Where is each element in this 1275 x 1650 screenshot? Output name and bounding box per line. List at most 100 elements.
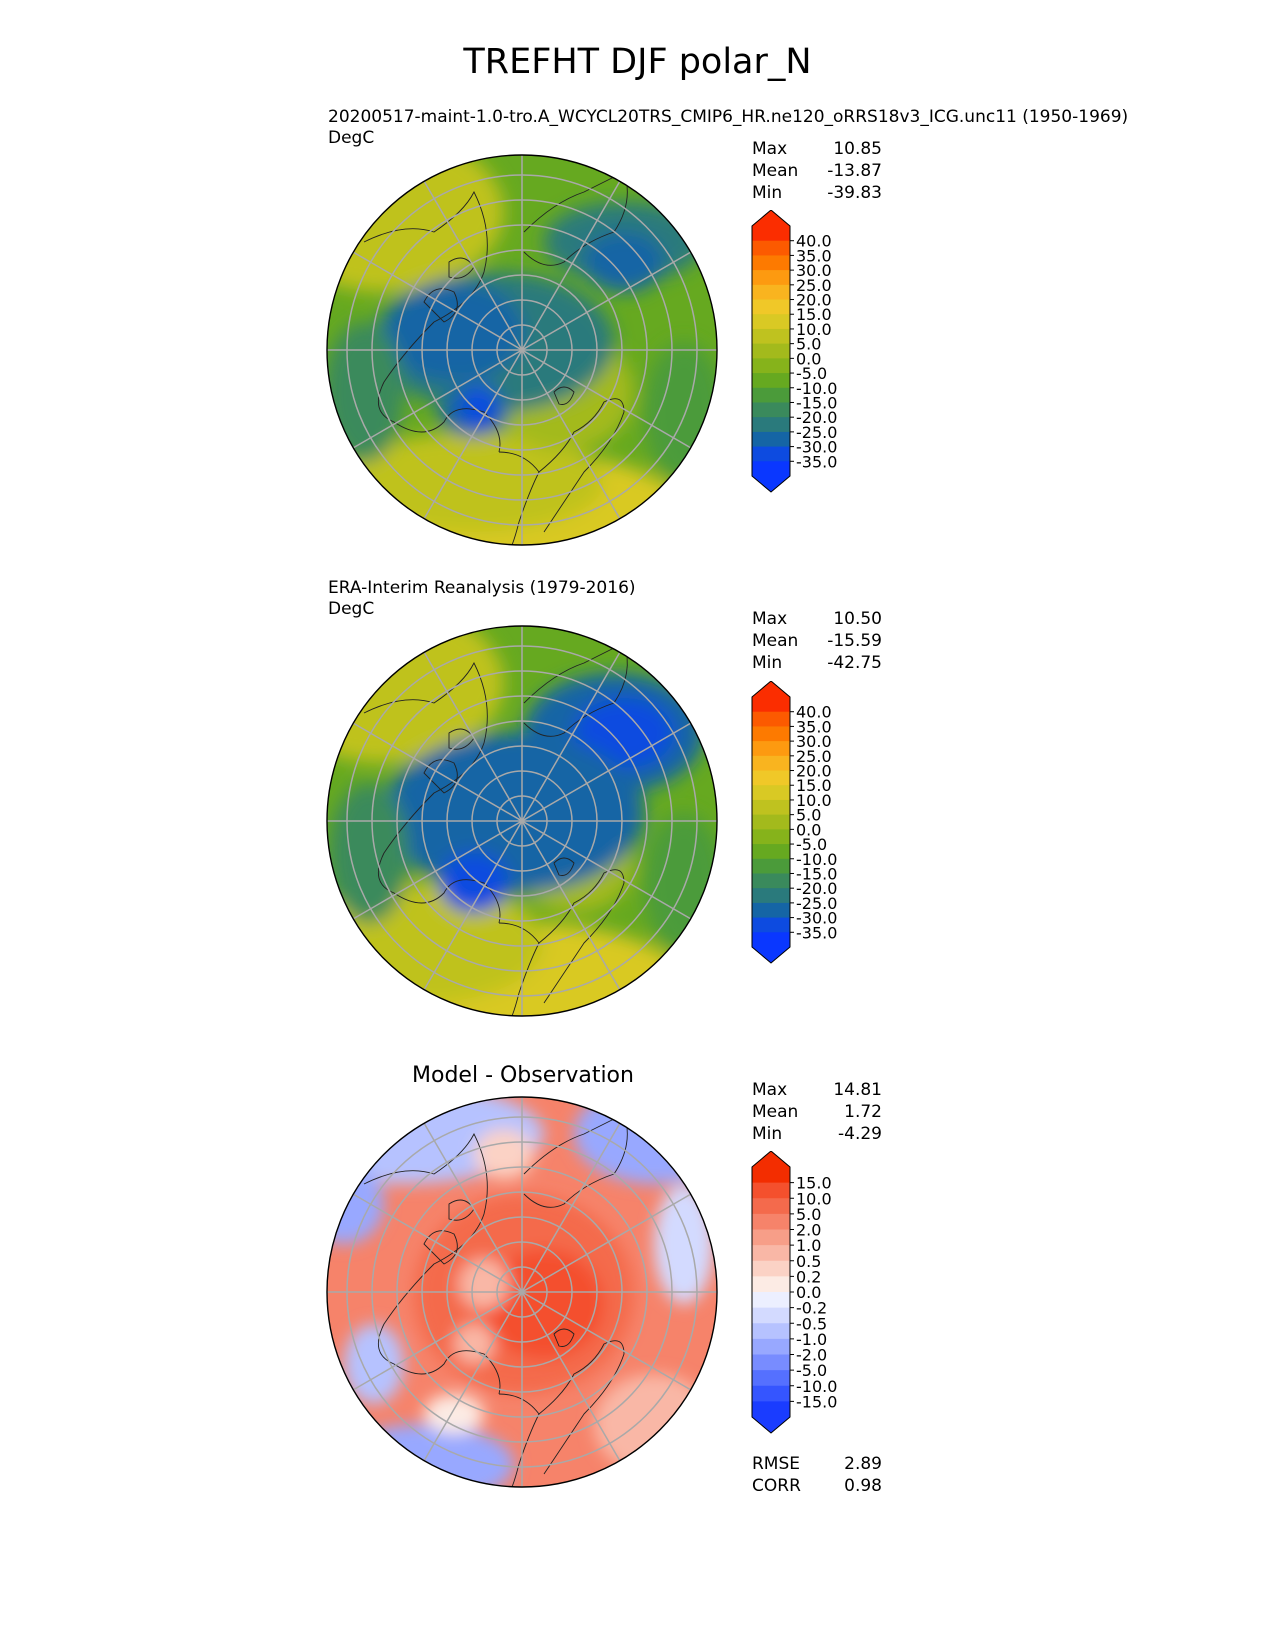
reference-colorbar: 40.035.030.025.020.015.010.05.00.0-5.0-1…	[751, 681, 837, 964]
difference-title: Model - Observation	[412, 1063, 634, 1088]
colorbar-tick-label: -25.0	[796, 894, 837, 913]
colorbar-swatch	[752, 402, 790, 418]
colorbar-swatch	[752, 697, 790, 713]
reference-units: DegC	[328, 599, 375, 619]
stat-max-label: Max	[752, 139, 788, 159]
graticule	[327, 1097, 717, 1487]
colorbar-swatch	[752, 1385, 790, 1402]
rmse-value: 2.89	[844, 1454, 882, 1474]
reference-case-name: ERA-Interim Reanalysis (1979-2016)	[328, 578, 636, 598]
rmse-label: RMSE	[752, 1454, 801, 1474]
stat-max-value: 10.85	[833, 139, 882, 159]
colorbar-tick-label: 10.0	[796, 1189, 832, 1208]
colorbar-tick-label: -10.0	[796, 1377, 837, 1396]
colorbar-tick-label: 40.0	[796, 232, 832, 251]
colorbar-swatch	[752, 873, 790, 889]
graticule	[327, 155, 717, 545]
colorbar-tick-label: -20.0	[796, 879, 837, 898]
colorbar-tick-label: -0.5	[796, 1314, 827, 1333]
colorbar-tick-label: 5.0	[796, 335, 821, 354]
colorbar-tick-label: 25.0	[796, 276, 832, 295]
colorbar-tick-label: -5.0	[796, 835, 827, 854]
stat-min-label: Min	[752, 183, 783, 203]
stat-max-value: 14.81	[833, 1080, 882, 1100]
stat-mean-label: Mean	[752, 161, 799, 181]
colorbar-tick-label: 15.0	[796, 305, 832, 324]
colorbar-swatch	[752, 844, 790, 860]
colorbar-tick-label: 5.0	[796, 1205, 821, 1224]
colorbar-swatch	[752, 255, 790, 271]
colorbar-swatch	[752, 314, 790, 330]
colorbar-swatch	[752, 770, 790, 786]
colorbar-extend-max	[752, 210, 790, 226]
colorbar-swatch	[752, 741, 790, 757]
colorbar-tick-label: -35.0	[796, 923, 837, 942]
colorbar-swatch	[752, 726, 790, 742]
test-stats: Max 10.85 Mean -13.87 Min -39.83	[752, 138, 882, 204]
figure-title: TREFHT DJF polar_N	[463, 42, 812, 82]
colorbar-tick-label: 30.0	[796, 732, 832, 751]
colorbar-tick-label: -10.0	[796, 379, 837, 398]
colorbar-swatch	[752, 358, 790, 374]
colorbar-outline	[751, 210, 791, 493]
test-case-name: 20200517-maint-1.0-tro.A_WCYCL20TRS_CMIP…	[328, 107, 1129, 127]
colorbar-swatch	[752, 1292, 790, 1309]
stat-max-value: 10.50	[833, 609, 882, 629]
colorbar-swatch	[752, 1245, 790, 1262]
colorbar-tick-label: 25.0	[796, 747, 832, 766]
colorbar-tick-label: 40.0	[796, 703, 832, 722]
colorbar-extend-max	[752, 681, 790, 697]
colorbar-tick-label: -15.0	[796, 864, 837, 883]
corr-label: CORR	[752, 1476, 801, 1496]
reference-stats: Max 10.50 Mean -15.59 Min -42.75	[752, 608, 882, 674]
colorbar-swatch	[752, 917, 790, 933]
colorbar-swatch	[752, 785, 790, 801]
test-units: DegC	[328, 128, 375, 148]
colorbar-swatch	[752, 387, 790, 404]
temperature-field	[327, 155, 717, 545]
colorbar-swatch	[752, 755, 790, 772]
colorbar-swatch	[752, 417, 790, 433]
colorbar-tick-label: 15.0	[796, 776, 832, 795]
colorbar-swatch	[752, 461, 790, 477]
stat-max-label: Max	[752, 1080, 788, 1100]
colorbar-tick-label: 15.0	[796, 1174, 832, 1193]
graticule	[327, 626, 717, 1016]
colorbar-swatch	[752, 1323, 790, 1340]
colorbar-tick-label: -30.0	[796, 909, 837, 928]
colorbar-tick-label: -2.0	[796, 1346, 827, 1365]
colorbar-tick-label: 0.2	[796, 1267, 821, 1286]
colorbar-tick-label: -5.0	[796, 1361, 827, 1380]
colorbar-tick-label: 0.5	[796, 1252, 821, 1271]
colorbar-swatch	[752, 299, 790, 315]
colorbar-swatch	[752, 932, 790, 948]
colorbar-swatch	[752, 240, 790, 257]
difference-metrics: RMSE 2.89 CORR 0.98	[752, 1453, 882, 1497]
colorbar-swatch	[752, 858, 790, 875]
colorbar-tick-label: -10.0	[796, 850, 837, 869]
colorbar-swatch	[752, 343, 790, 359]
colorbar-tick-label: -15.0	[796, 393, 837, 412]
test-polar-map	[326, 154, 718, 546]
colorbar-outline	[751, 1151, 791, 1434]
colorbar-tick-label: 0.0	[796, 349, 821, 368]
colorbar-swatch	[752, 1229, 790, 1246]
colorbar-swatch	[752, 1260, 790, 1277]
stat-min-value: -4.29	[838, 1124, 882, 1144]
colorbar-swatch	[752, 799, 790, 816]
colorbar-tick-label: 0.0	[796, 820, 821, 839]
colorbar-swatch	[752, 1182, 790, 1199]
test-colorbar: 40.035.030.025.020.015.010.05.00.0-5.0-1…	[751, 210, 837, 493]
stat-min-label: Min	[752, 1124, 783, 1144]
map-boundary	[326, 625, 718, 1017]
colorbar-tick-label: -5.0	[796, 364, 827, 383]
colorbar-tick-label: 10.0	[796, 791, 832, 810]
map-boundary	[326, 154, 718, 546]
colorbar-extend-min	[752, 947, 790, 963]
colorbar-swatch	[752, 1198, 790, 1215]
stat-mean-label: Mean	[752, 1102, 799, 1122]
colorbar-outline	[751, 681, 791, 964]
stat-min-value: -42.75	[827, 653, 882, 673]
colorbar-tick-label: -1.0	[796, 1330, 827, 1349]
colorbar-swatch	[752, 1401, 790, 1418]
